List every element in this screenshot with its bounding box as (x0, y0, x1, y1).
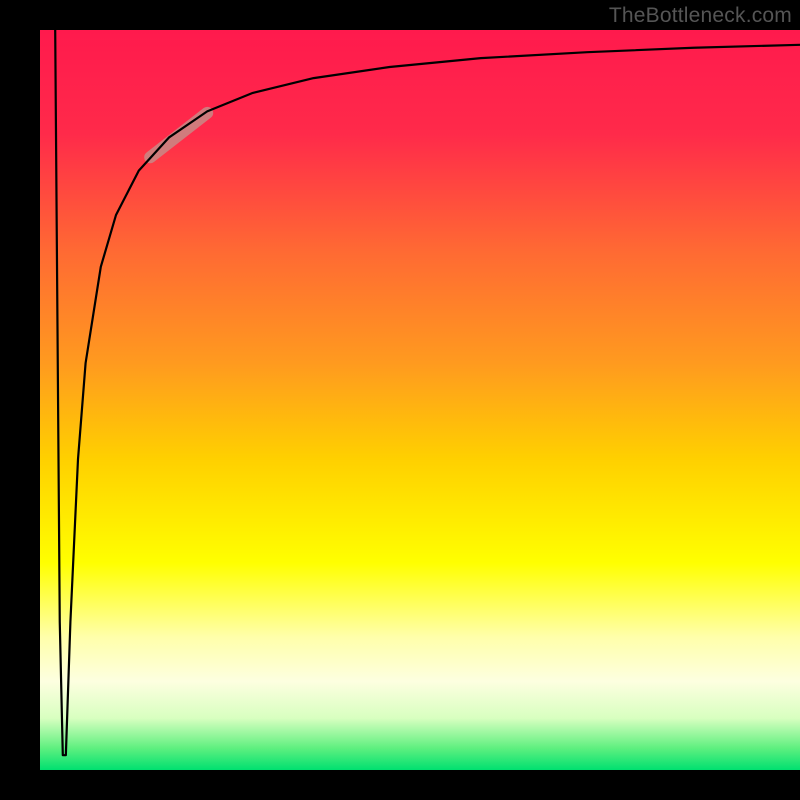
highlight-segment (150, 113, 207, 157)
plot-area (40, 30, 800, 770)
curve-svg (40, 30, 800, 770)
bottleneck-curve (55, 30, 800, 755)
watermark-text: TheBottleneck.com (609, 4, 792, 28)
